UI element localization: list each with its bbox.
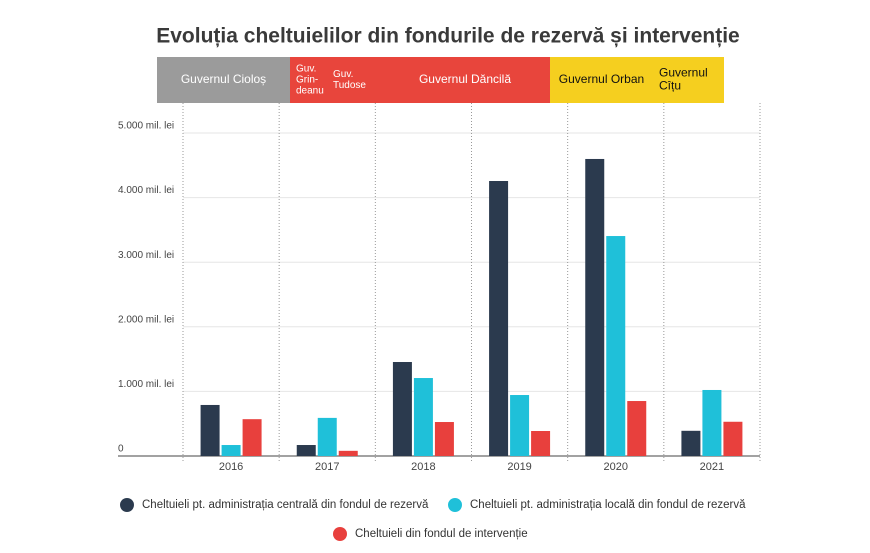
legend-label: Cheltuieli pt. administrația centrală di… bbox=[142, 499, 429, 511]
government-label: Guv. bbox=[333, 69, 353, 80]
government-label: Grin- bbox=[296, 75, 318, 86]
bar bbox=[606, 236, 626, 456]
y-tick-label: 4.000 mil. lei bbox=[118, 185, 174, 196]
bar bbox=[296, 445, 316, 456]
legend-label: Cheltuieli pt. administrația locală din … bbox=[470, 499, 746, 511]
government-label: Cîțu bbox=[659, 79, 681, 93]
x-tick-label: 2021 bbox=[700, 461, 724, 473]
bar bbox=[317, 417, 337, 456]
government-label: Guvernul Orban bbox=[559, 72, 644, 86]
government-label: Guv. bbox=[296, 64, 316, 75]
legend-label: Cheltuieli din fondul de intervenție bbox=[355, 528, 528, 540]
bar bbox=[531, 430, 551, 456]
bar bbox=[413, 378, 433, 456]
legend-marker bbox=[120, 498, 134, 512]
x-tick-label: 2019 bbox=[507, 461, 531, 473]
government-label: Tudose bbox=[333, 80, 366, 91]
legend-marker bbox=[448, 498, 462, 512]
government-label: deanu bbox=[296, 86, 324, 97]
y-tick-label: 1.000 mil. lei bbox=[118, 379, 174, 390]
y-tick-label: 0 bbox=[118, 444, 124, 455]
government-label: Guvernul bbox=[659, 66, 708, 80]
bar bbox=[702, 389, 722, 456]
bar bbox=[221, 445, 241, 456]
y-tick-label: 5.000 mil. lei bbox=[118, 121, 174, 132]
bar bbox=[681, 430, 701, 456]
government-band bbox=[327, 57, 380, 103]
bar bbox=[242, 419, 262, 456]
bar bbox=[392, 362, 412, 456]
y-tick-label: 2.000 mil. lei bbox=[118, 314, 174, 325]
chart-title: Evoluția cheltuielilor din fondurile de … bbox=[156, 25, 739, 48]
x-tick-label: 2020 bbox=[604, 461, 628, 473]
government-band bbox=[550, 57, 653, 103]
bar bbox=[338, 450, 358, 456]
bar bbox=[434, 422, 454, 456]
legend-marker bbox=[333, 527, 347, 541]
x-tick-label: 2017 bbox=[315, 461, 339, 473]
y-tick-label: 3.000 mil. lei bbox=[118, 250, 174, 261]
government-band bbox=[157, 57, 290, 103]
bar bbox=[627, 401, 647, 456]
government-label: Guvernul Cioloș bbox=[181, 72, 266, 86]
bar bbox=[585, 158, 605, 457]
bar bbox=[723, 421, 743, 456]
bar bbox=[510, 395, 530, 456]
government-band bbox=[290, 57, 327, 103]
government-band bbox=[653, 57, 724, 103]
government-label: Guvernul Dăncilă bbox=[419, 72, 511, 86]
x-tick-label: 2018 bbox=[411, 461, 435, 473]
bar bbox=[200, 404, 220, 456]
government-band bbox=[380, 57, 550, 103]
bar bbox=[489, 180, 509, 456]
x-tick-label: 2016 bbox=[219, 461, 243, 473]
